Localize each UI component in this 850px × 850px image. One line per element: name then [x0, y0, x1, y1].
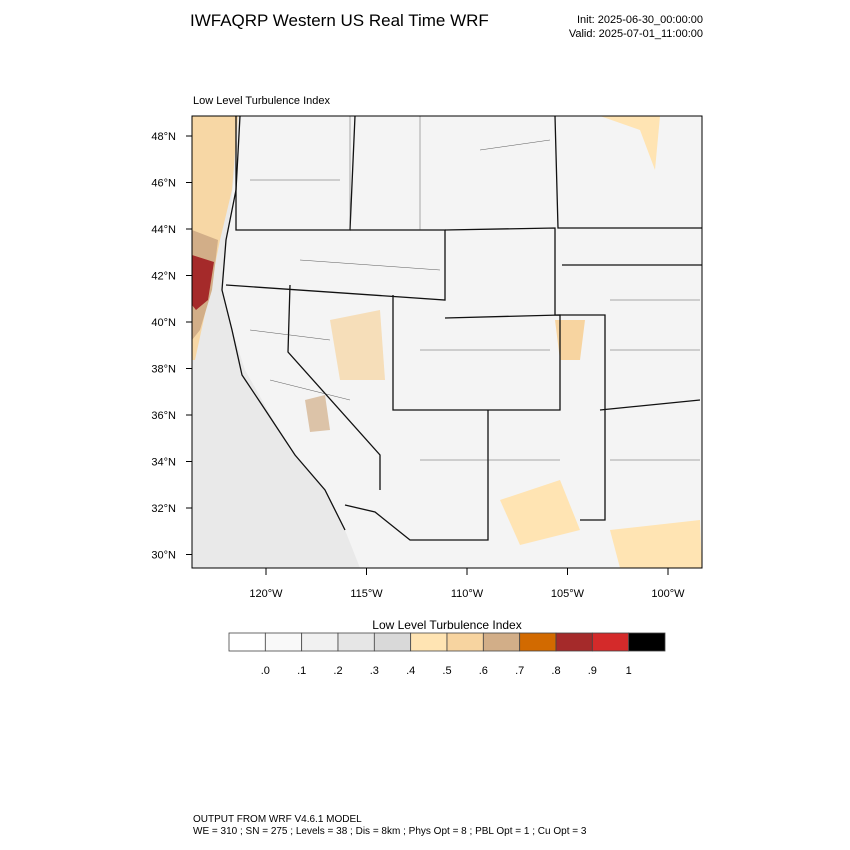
- colorbar-title: Low Level Turbulence Index: [372, 618, 521, 632]
- colorbar-label: 1: [626, 665, 632, 677]
- colorbar-label: .6: [479, 665, 488, 677]
- init-time: Init: 2025-06-30_00:00:00: [577, 14, 703, 26]
- lon-label: 105°W: [551, 588, 585, 600]
- colorbar-label: .3: [370, 665, 379, 677]
- lon-label: 100°W: [651, 588, 685, 600]
- colorbar-label: .8: [551, 665, 560, 677]
- lon-label: 110°W: [451, 588, 484, 600]
- colorbar-label: .4: [406, 665, 415, 677]
- colorbar-label: .1: [297, 665, 306, 677]
- lat-label: 34°N: [151, 457, 176, 469]
- colorbar-label: .7: [515, 665, 524, 677]
- lat-label: 44°N: [151, 224, 176, 236]
- valid-time: Valid: 2025-07-01_11:00:00: [569, 28, 703, 40]
- colorbar-box: [446, 632, 484, 652]
- map-title: Low Level Turbulence Index: [193, 95, 330, 107]
- colorbar-box: [555, 632, 593, 652]
- footer-line: WE = 310 ; SN = 275 ; Levels = 38 ; Dis …: [193, 826, 587, 837]
- colorbar-box: [519, 632, 557, 652]
- colorbar-label: .9: [588, 665, 597, 677]
- colorbar-box: [628, 632, 666, 652]
- lat-label: 48°N: [151, 131, 176, 143]
- colorbar-label: .5: [442, 665, 451, 677]
- lat-label: 42°N: [151, 271, 176, 283]
- lat-label: 32°N: [151, 503, 176, 515]
- colorbar-label: .0: [261, 665, 270, 677]
- colorbar-box: [228, 632, 266, 652]
- map: [191, 115, 703, 569]
- lon-label: 115°W: [350, 588, 383, 600]
- lat-label: 46°N: [151, 178, 176, 190]
- lat-label: 30°N: [151, 550, 176, 562]
- lat-label: 40°N: [151, 317, 176, 329]
- colorbar-box: [301, 632, 339, 652]
- lon-label: 120°W: [249, 588, 283, 600]
- lat-label: 36°N: [151, 410, 176, 422]
- colorbar-box: [373, 632, 412, 652]
- colorbar-box: [482, 632, 521, 652]
- lat-label: 38°N: [151, 364, 176, 376]
- colorbar-box: [591, 632, 630, 652]
- colorbar-box: [410, 632, 448, 652]
- colorbar-box: [337, 632, 375, 652]
- footer-line: OUTPUT FROM WRF V4.6.1 MODEL: [193, 814, 362, 825]
- colorbar-box: [264, 632, 303, 652]
- title: IWFAQRP Western US Real Time WRF: [190, 11, 489, 30]
- colorbar-label: .2: [333, 665, 342, 677]
